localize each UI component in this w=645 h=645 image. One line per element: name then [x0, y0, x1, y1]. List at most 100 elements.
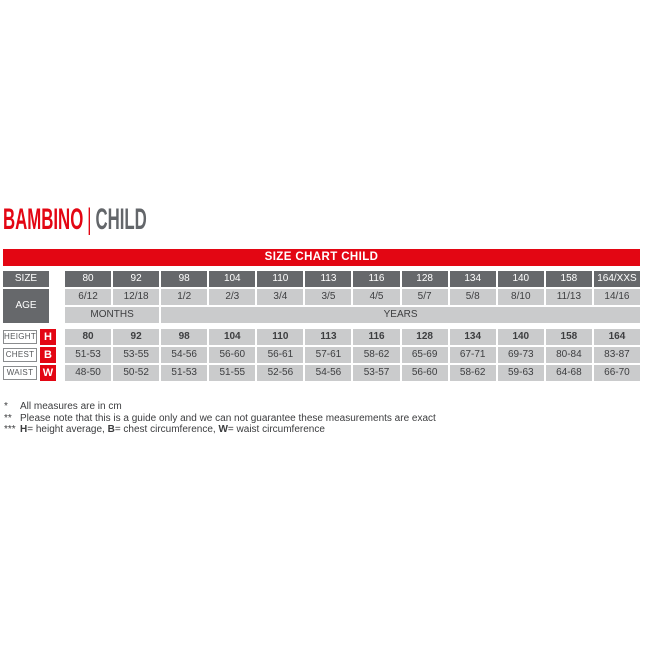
age-cell: 3/5: [305, 289, 352, 305]
age-cell: 1/2: [161, 289, 208, 305]
waist-value-cell: 48-50: [65, 365, 112, 381]
size-row: SIZE 80 92 98 104 110 113 116 128 134 14…: [3, 271, 640, 287]
age-cell: 6/12: [65, 289, 112, 305]
height-value-cell: 128: [401, 329, 448, 345]
age-cell: 11/13: [545, 289, 592, 305]
chest-value-cell: 51-53: [65, 347, 112, 363]
size-row-label-slot: SIZE: [3, 271, 65, 287]
size-cells: 80 92 98 104 110 113 116 128 134 140 158…: [65, 271, 640, 287]
size-cell: 98: [161, 271, 208, 287]
footnote-marker: **: [4, 412, 12, 424]
footnote-text: H= height average, B= chest circumferenc…: [20, 424, 325, 436]
chest-value-cell: 65-69: [401, 347, 448, 363]
size-cell: 80: [65, 271, 112, 287]
height-cells: 80 92 98 104 110 113 116 128 134 140 158…: [65, 329, 640, 345]
waist-value-cell: 58-62: [449, 365, 496, 381]
legend-h: H: [20, 424, 28, 435]
age-right: 6/12 12/18 1/2 2/3 3/4 3/5 4/5 5/7 5/8 8…: [65, 289, 640, 323]
age-cell: 5/8: [449, 289, 496, 305]
age-cell: 12/18: [113, 289, 160, 305]
height-badge: H: [40, 329, 56, 345]
chest-value-cell: 58-62: [353, 347, 400, 363]
age-cell: 5/7: [401, 289, 448, 305]
size-cell: 164/XXS: [593, 271, 640, 287]
size-chart-banner: SIZE CHART CHILD: [3, 249, 640, 266]
chest-row-label: CHEST: [3, 348, 37, 362]
chest-badge: B: [40, 347, 56, 363]
age-cell: 2/3: [209, 289, 256, 305]
legend-h-text: = height average,: [27, 424, 108, 435]
footnote-measures: * All measures are in cm: [4, 401, 436, 413]
waist-row-label: WAIST: [3, 366, 37, 380]
waist-value-cell: 64-68: [545, 365, 592, 381]
height-value-cell: 113: [305, 329, 352, 345]
size-cell: 116: [353, 271, 400, 287]
height-value-cell: 104: [209, 329, 256, 345]
waist-row: WAIST W 48-50 50-52 51-53 51-55 52-56 54…: [3, 365, 640, 381]
size-cell: 104: [209, 271, 256, 287]
chest-value-cell: 56-61: [257, 347, 304, 363]
waist-value-cell: 59-63: [497, 365, 544, 381]
footnote-marker: ***: [4, 424, 16, 435]
legend-w-text: = waist circumference: [227, 424, 325, 435]
title-separator: |: [87, 203, 92, 236]
waist-value-cell: 66-70: [593, 365, 640, 381]
size-chart-table: SIZE 80 92 98 104 110 113 116 128 134 14…: [3, 271, 640, 383]
months-years-row: MONTHS YEARS: [65, 307, 640, 323]
waist-value-cell: 56-60: [401, 365, 448, 381]
chest-value-cell: 67-71: [449, 347, 496, 363]
legend-w: W: [218, 424, 228, 435]
footnote-marker: *: [4, 401, 8, 412]
waist-row-label-slot: WAIST W: [3, 365, 65, 381]
chest-value-cell: 83-87: [593, 347, 640, 363]
age-row-label: AGE: [3, 289, 49, 323]
age-cell: 8/10: [497, 289, 544, 305]
chest-cells: 51-53 53-55 54-56 56-60 56-61 57-61 58-6…: [65, 347, 640, 363]
legend-b-text: = chest circumference,: [114, 424, 219, 435]
size-cell: 128: [401, 271, 448, 287]
waist-badge: W: [40, 365, 56, 381]
age-row-label-slot: AGE: [3, 289, 65, 323]
height-row-label: HEIGHT: [3, 330, 37, 344]
size-cell: 110: [257, 271, 304, 287]
waist-value-cell: 50-52: [113, 365, 160, 381]
size-cell: 140: [497, 271, 544, 287]
height-value-cell: 164: [593, 329, 640, 345]
chest-value-cell: 53-55: [113, 347, 160, 363]
footnote-text: All measures are in cm: [20, 401, 122, 412]
months-cell: MONTHS: [65, 307, 160, 323]
height-value-cell: 158: [545, 329, 592, 345]
chest-value-cell: 56-60: [209, 347, 256, 363]
size-cell: 134: [449, 271, 496, 287]
height-value-cell: 116: [353, 329, 400, 345]
footnote-guide: ** Please note that this is a guide only …: [4, 413, 436, 425]
height-value-cell: 92: [113, 329, 160, 345]
height-row-label-slot: HEIGHT H: [3, 329, 65, 345]
legend-b: B: [107, 424, 115, 435]
size-cell: 92: [113, 271, 160, 287]
footnote-text: Please note that this is a guide only an…: [20, 412, 436, 424]
size-cell: 158: [545, 271, 592, 287]
age-cell: 3/4: [257, 289, 304, 305]
height-value-cell: 80: [65, 329, 112, 345]
height-value-cell: 134: [449, 329, 496, 345]
chest-value-cell: 69-73: [497, 347, 544, 363]
waist-value-cell: 51-53: [161, 365, 208, 381]
chest-value-cell: 80-84: [545, 347, 592, 363]
age-values-row: 6/12 12/18 1/2 2/3 3/4 3/5 4/5 5/7 5/8 8…: [65, 289, 640, 305]
years-cell: YEARS: [161, 307, 640, 323]
waist-value-cell: 51-55: [209, 365, 256, 381]
age-cell: 14/16: [593, 289, 640, 305]
title-primary: BAMBINO: [3, 203, 84, 236]
height-value-cell: 140: [497, 329, 544, 345]
footnotes: * All measures are in cm ** Please note th…: [4, 401, 436, 436]
waist-value-cell: 53-57: [353, 365, 400, 381]
chest-value-cell: 54-56: [161, 347, 208, 363]
age-block: AGE 6/12 12/18 1/2 2/3 3/4 3/5 4/5 5/7 5…: [3, 289, 640, 323]
waist-cells: 48-50 50-52 51-53 51-55 52-56 54-56 53-5…: [65, 365, 640, 381]
page-title: BAMBINO | CHILD: [3, 203, 147, 237]
chest-row: CHEST B 51-53 53-55 54-56 56-60 56-61 57…: [3, 347, 640, 363]
title-secondary: CHILD: [95, 203, 147, 236]
footnote-legend: *** H= height average, B= chest circumfer…: [4, 424, 436, 436]
